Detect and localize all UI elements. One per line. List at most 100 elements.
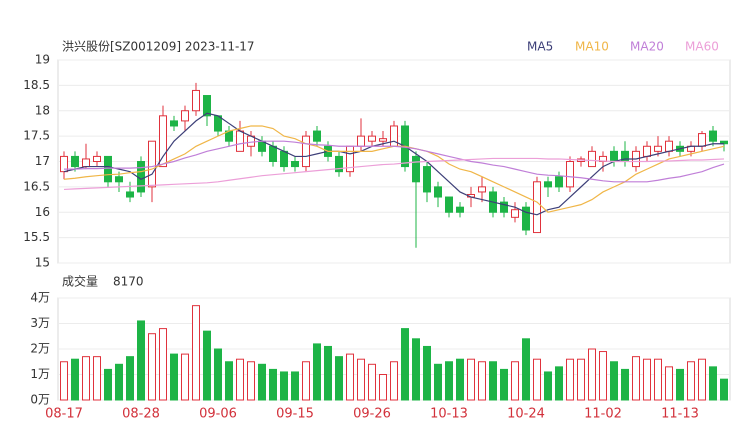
candle-body [368,135,376,142]
candle-body [412,155,420,183]
volume-bar [313,343,321,401]
candle-body [159,115,167,168]
candle-body [511,209,519,218]
volume-bar [192,305,200,401]
volume-bar [555,366,563,401]
legend-label: MA20 [630,40,664,54]
candle-body [390,125,398,147]
x-tick-label: 08-28 [122,407,160,422]
candle-body [478,186,486,193]
candle-body [555,176,563,188]
y-tick-label: 2万 [30,342,50,356]
volume-bar [456,358,464,401]
y-tick-label: 0万 [30,393,50,407]
volume-title: 成交量 [62,274,98,289]
volume-bar [225,361,233,401]
y-tick-label: 18.5 [23,78,50,92]
volume-bar [115,363,123,401]
ma-line [64,140,725,183]
x-tick-label: 08-17 [45,407,83,422]
candle-body [302,135,310,168]
volume-bar [533,358,541,401]
candle-body [236,130,244,152]
volume-bar [126,356,134,401]
ma-line [63,157,725,191]
candle-body [82,158,90,168]
candle-body [335,155,343,173]
volume-bar [401,328,409,401]
candle-body [544,181,552,188]
volume-bar [60,361,68,401]
candle-body [93,155,101,163]
candle-body [170,120,178,127]
volume-bar [423,345,431,401]
volume-bar [654,358,662,401]
legend-label: MA5 [527,40,553,54]
volume-bar [445,361,453,401]
volume-bar [82,356,90,401]
y-tick-label: 1万 [30,367,50,381]
y-tick-label: 19 [35,53,50,67]
candle-body [60,155,68,173]
candle-body [643,145,651,157]
volume-bar [632,356,640,401]
candle-body [654,145,662,152]
y-tick-label: 4万 [30,291,50,305]
volume-bar [643,358,651,401]
x-tick-label: 10-24 [507,407,545,422]
candle-body [698,133,706,147]
volume-bar [346,353,354,401]
volume-bar [500,368,508,401]
candle-body [709,130,717,142]
volume-bar [478,361,486,401]
candle-body [148,140,156,188]
candle-body [533,181,541,234]
volume-bar [599,351,607,401]
volume-bar [357,358,365,401]
candle-body [445,196,453,213]
x-tick-label: 11-02 [584,407,622,422]
volume-bar [247,361,255,401]
volume-bar [280,371,288,401]
volume-latest: 8170 [113,275,144,289]
volume-bar [269,368,277,401]
chart-title: 洪兴股份[SZ001209] 2023-11-17 [62,40,255,54]
volume-bar [324,345,332,401]
candle-body [500,201,508,213]
candle-body [71,155,79,168]
volume-bar [412,338,420,401]
candle-body [522,206,530,231]
candle-body [137,161,145,193]
y-tick-label: 16.5 [23,179,50,193]
x-tick-label: 10-13 [430,407,468,422]
y-tick-label: 15 [35,256,50,270]
legend-label: MA60 [685,40,719,54]
candle-body [610,150,618,163]
volume-bar [544,371,552,401]
volume-bar [621,368,629,401]
candle-body [357,135,365,147]
candle-body [126,191,134,198]
volume-bar [214,348,222,401]
candle-body [588,150,596,168]
y-tick-label: 18 [35,103,50,117]
volume-bar [170,353,178,401]
volume-bar [291,371,299,401]
volume-bar [335,356,343,401]
candle-body [181,110,189,122]
candle-body [566,161,574,188]
volume-bar [434,363,442,401]
candle-body [434,186,442,198]
volume-bar [137,320,145,401]
volume-bar [93,356,101,401]
y-tick-label: 15.5 [23,230,50,244]
candle-body [203,95,211,117]
candle-body [115,176,123,183]
candle-body [192,89,200,112]
y-tick-label: 17.5 [23,129,50,143]
volume-bar [698,358,706,401]
candle-body [104,155,112,183]
x-tick-label: 09-26 [353,407,391,422]
y-tick-label: 16 [35,205,50,219]
